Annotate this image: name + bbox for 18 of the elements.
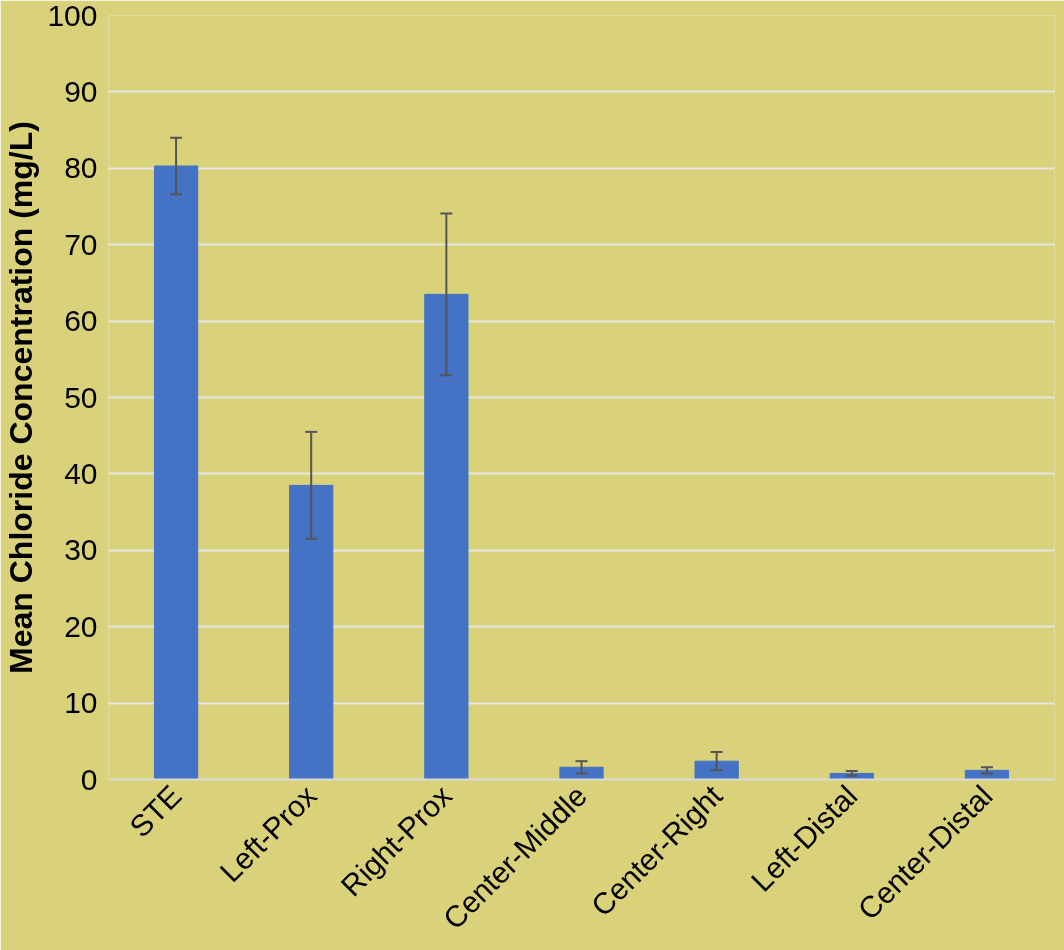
- y-tick-label: 70: [64, 227, 98, 261]
- y-tick-label: 50: [64, 380, 98, 414]
- bar: [694, 760, 739, 780]
- y-tick-label: 100: [47, 0, 98, 32]
- y-tick-label: 90: [64, 74, 98, 108]
- bar: [964, 769, 1010, 780]
- bar: [289, 484, 334, 780]
- y-tick-label: 10: [64, 686, 98, 720]
- y-tick-label: 80: [64, 151, 98, 185]
- y-tick-label: 40: [64, 456, 98, 490]
- y-tick-label: 0: [80, 762, 98, 796]
- y-tick-label: 60: [64, 304, 98, 338]
- bar: [153, 165, 199, 780]
- y-tick-label: 30: [64, 533, 98, 567]
- bar: [424, 293, 469, 780]
- y-axis-title: Mean Chloride Concentration (mg/L): [3, 121, 40, 674]
- y-tick-label: 20: [64, 609, 98, 643]
- bar: [559, 766, 604, 780]
